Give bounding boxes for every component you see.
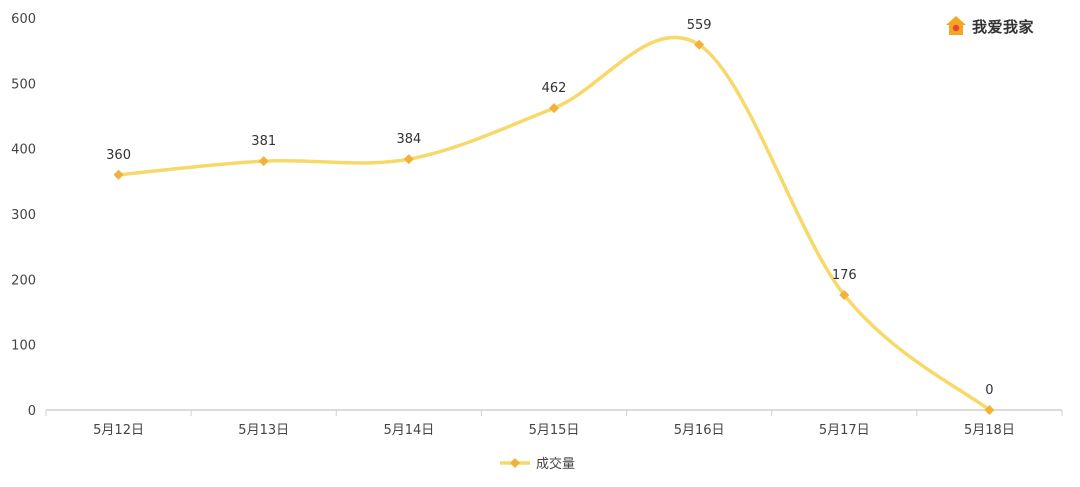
data-point: [549, 103, 559, 114]
data-point: [839, 290, 850, 301]
x-tick-label: 5月12日: [93, 423, 144, 438]
house-icon: [946, 16, 966, 35]
data-label: 360: [106, 148, 131, 163]
data-point: [258, 156, 269, 167]
data-label: 559: [687, 18, 712, 33]
y-tick-label: 600: [11, 12, 36, 27]
data-label: 176: [832, 268, 857, 283]
x-tick-label: 5月18日: [964, 423, 1015, 438]
series-group: 360 381 384 462 559 176 0: [106, 18, 995, 415]
data-label: 381: [251, 134, 276, 149]
data-label: 0: [985, 383, 993, 398]
y-tick-label: 200: [11, 273, 36, 288]
legend: 成交量: [500, 456, 575, 472]
data-point: [403, 154, 414, 165]
data-label: 462: [542, 81, 567, 96]
y-axis: 0 100 200 300 400 500 600: [11, 12, 36, 419]
y-tick-label: 500: [11, 77, 36, 92]
x-tick-label: 5月13日: [238, 423, 289, 438]
x-tick-label: 5月17日: [819, 423, 870, 438]
brand-logo: 我爱我家: [944, 12, 1035, 40]
data-point: [984, 405, 995, 415]
legend-label: 成交量: [536, 456, 575, 472]
y-tick-label: 300: [11, 208, 36, 223]
x-tick-label: 5月14日: [383, 423, 434, 438]
y-tick-label: 0: [28, 404, 36, 419]
legend-marker-swatch: [510, 458, 520, 468]
y-tick-label: 400: [11, 143, 36, 158]
data-label: 384: [396, 132, 421, 147]
data-point: [694, 39, 705, 50]
data-point: [113, 169, 124, 180]
x-axis: 5月12日 5月13日 5月14日 5月15日 5月16日 5月17日 5月18日: [45, 409, 1063, 438]
x-tick-label: 5月15日: [529, 423, 580, 438]
brand-logo-text: 我爱我家: [972, 17, 1035, 36]
y-tick-label: 100: [11, 339, 36, 354]
x-tick-label: 5月16日: [674, 423, 725, 438]
